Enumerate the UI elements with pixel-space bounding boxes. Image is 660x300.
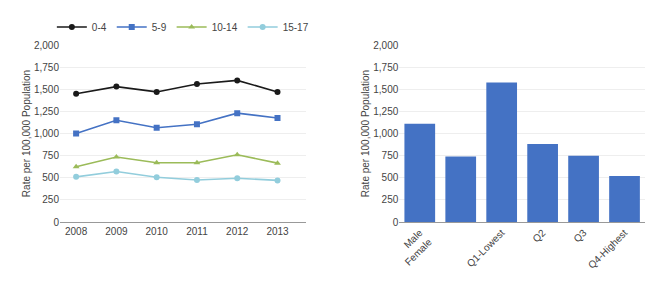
svg-text:Q2: Q2: [530, 227, 548, 245]
svg-text:1,500: 1,500: [34, 84, 59, 95]
svg-text:5-9: 5-9: [152, 22, 167, 33]
svg-text:2009: 2009: [105, 226, 128, 237]
svg-text:1,750: 1,750: [34, 62, 59, 73]
svg-text:500: 500: [382, 172, 399, 183]
svg-text:750: 750: [382, 150, 399, 161]
svg-text:1,250: 1,250: [34, 106, 59, 117]
svg-text:1,000: 1,000: [34, 128, 59, 139]
svg-text:15-17: 15-17: [283, 22, 309, 33]
svg-text:2011: 2011: [186, 226, 208, 237]
svg-text:250: 250: [382, 194, 399, 205]
svg-text:0: 0: [53, 217, 59, 228]
svg-text:Q3: Q3: [571, 227, 589, 245]
svg-text:Rate per 100,000 Population: Rate per 100,000 Population: [21, 70, 32, 197]
svg-text:Q1-Lowest: Q1-Lowest: [465, 227, 507, 269]
svg-text:250: 250: [42, 194, 59, 205]
svg-text:2008: 2008: [65, 226, 88, 237]
svg-text:Rate per 100,000 Population: Rate per 100,000 Population: [360, 70, 371, 197]
svg-text:2,000: 2,000: [373, 40, 398, 51]
svg-text:2013: 2013: [266, 226, 289, 237]
svg-text:2010: 2010: [146, 226, 169, 237]
svg-text:2012: 2012: [226, 226, 249, 237]
svg-text:2,000: 2,000: [34, 39, 59, 51]
svg-text:0: 0: [393, 217, 399, 228]
svg-text:Q4-Highest: Q4-Highest: [586, 227, 630, 271]
svg-text:1,500: 1,500: [373, 84, 398, 95]
svg-text:500: 500: [42, 172, 59, 183]
svg-text:1,250: 1,250: [373, 106, 398, 117]
svg-text:10-14: 10-14: [212, 22, 238, 33]
svg-text:MaleFemale: MaleFemale: [393, 227, 434, 268]
svg-text:1,000: 1,000: [373, 128, 398, 139]
svg-text:750: 750: [42, 150, 59, 161]
svg-text:0-4: 0-4: [92, 22, 107, 33]
svg-text:1,750: 1,750: [373, 62, 398, 73]
